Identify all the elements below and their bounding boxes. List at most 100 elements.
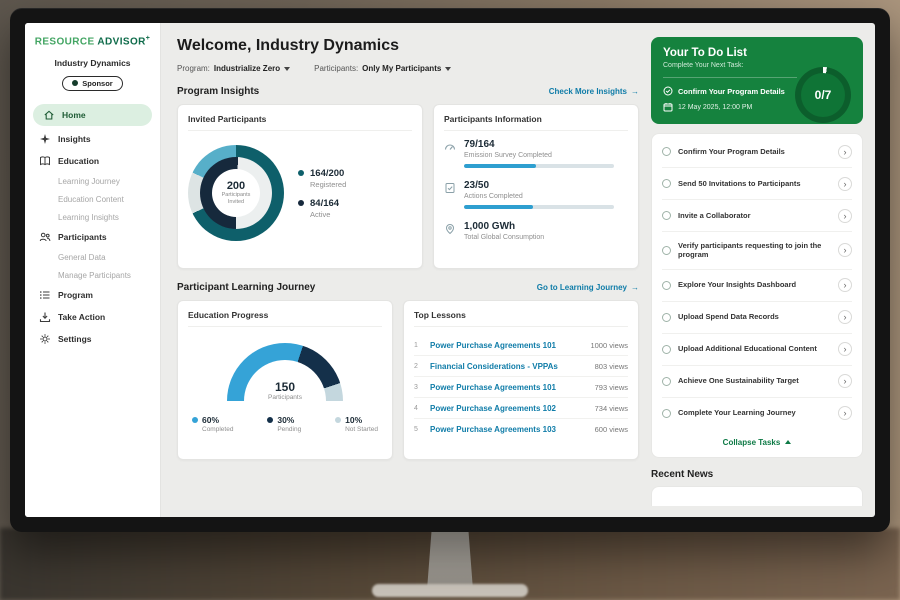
stat-emission-survey: 79/164 Emission Survey Completed — [444, 139, 628, 168]
sponsor-dot-icon — [72, 80, 79, 87]
task-confirm-program-details[interactable]: Confirm Your Program Details › — [662, 136, 852, 168]
task-upload-educational-content[interactable]: Upload Additional Educational Content › — [662, 334, 852, 366]
lesson-rank: 4 — [414, 404, 418, 412]
chevron-right-icon[interactable]: › — [838, 374, 852, 388]
task-upload-spend-data[interactable]: Upload Spend Data Records › — [662, 302, 852, 334]
link-label: Check More Insights — [548, 87, 627, 96]
legend-dot — [192, 417, 198, 423]
checkbox-icon[interactable] — [662, 211, 671, 220]
sidebar-item-manage-participants[interactable]: Manage Participants — [58, 270, 131, 280]
checkbox-icon[interactable] — [662, 408, 671, 418]
legend-dot — [298, 169, 304, 176]
sidebar-item-program[interactable]: Program — [25, 284, 160, 306]
home-icon — [43, 109, 55, 121]
lesson-title[interactable]: Power Purchase Agreements 101 — [430, 382, 556, 392]
sidebar-item-learning-insights[interactable]: Learning Insights — [58, 212, 119, 222]
checkbox-icon[interactable] — [662, 245, 671, 255]
chevron-right-icon[interactable]: › — [838, 342, 852, 356]
task-invite-collaborator[interactable]: Invite a Collaborator › — [662, 200, 852, 232]
lesson-views: 1000 views — [590, 340, 628, 350]
stat-actions-completed: 23/50 Actions Completed — [444, 180, 628, 209]
chevron-right-icon[interactable]: › — [838, 243, 852, 258]
lesson-row[interactable]: 1 Power Purchase Agreements 101 1000 vie… — [414, 335, 628, 356]
sidebar-item-education[interactable]: Education — [25, 150, 160, 172]
check-more-insights-link[interactable]: Check More Insights → — [549, 87, 639, 96]
chevron-right-icon[interactable]: › — [838, 144, 852, 159]
participants-icon — [39, 231, 51, 243]
checkbox-icon[interactable] — [662, 376, 671, 386]
lesson-row[interactable]: 4 Power Purchase Agreements 102 734 view… — [414, 398, 628, 419]
sidebar-item-insights[interactable]: Insights — [25, 128, 160, 150]
arrow-right-icon: → — [631, 283, 639, 292]
sponsor-badge[interactable]: Sponsor — [62, 75, 123, 91]
lesson-title[interactable]: Power Purchase Agreements 101 — [430, 340, 556, 350]
task-send-invitations[interactable]: Send 50 Invitations to Participants › — [662, 168, 852, 200]
sidebar-item-home[interactable]: Home — [33, 104, 152, 127]
task-label: Complete Your Learning Journey — [678, 408, 796, 418]
chevron-right-icon[interactable]: › — [838, 406, 852, 420]
task-label: Verify participants requesting to join t… — [678, 240, 822, 260]
task-explore-insights[interactable]: Explore Your Insights Dashboard › — [662, 270, 852, 302]
app-logo[interactable]: RESOURCE ADVISOR+ — [25, 35, 160, 47]
task-achieve-sustainability-target[interactable]: Achieve One Sustainability Target › — [662, 366, 852, 398]
arrow-right-icon: → — [631, 87, 639, 96]
insights-icon — [39, 133, 51, 145]
sidebar-item-label: Program — [58, 290, 93, 301]
lesson-rank: 1 — [414, 341, 418, 349]
lesson-views: 600 views — [594, 424, 628, 434]
sidebar-item-participants[interactable]: Participants — [25, 226, 160, 248]
lesson-views: 734 views — [594, 403, 628, 413]
collapse-label: Collapse Tasks — [722, 437, 781, 447]
program-select-label: Program: — [177, 64, 210, 73]
task-verify-participants[interactable]: Verify participants requesting to join t… — [662, 232, 852, 270]
sidebar-item-settings[interactable]: Settings — [25, 328, 160, 350]
task-label: Achieve One Sustainability Target — [678, 376, 799, 386]
chevron-right-icon[interactable]: › — [838, 310, 852, 324]
participants-select[interactable]: Participants: Only My Participants — [314, 64, 452, 73]
task-complete-learning-journey[interactable]: Complete Your Learning Journey › — [662, 398, 852, 429]
chevron-right-icon[interactable]: › — [838, 278, 852, 292]
legend-dot — [267, 417, 274, 423]
actions-progress-bar — [464, 205, 614, 209]
legend-value: 60% — [202, 415, 220, 425]
learning-journey-heading: Participant Learning Journey — [177, 282, 316, 293]
todo-next-task[interactable]: Confirm Your Program Details — [663, 77, 797, 96]
sidebar-item-learning-journey[interactable]: Learning Journey — [58, 176, 120, 186]
checkbox-icon[interactable] — [662, 280, 671, 290]
task-label: Upload Additional Educational Content — [678, 344, 817, 354]
take-action-icon — [39, 311, 51, 323]
sidebar-item-general-data[interactable]: General Data — [58, 252, 106, 262]
sidebar-item-take-action[interactable]: Take Action — [25, 306, 160, 328]
legend-item-pending: 30% Pending — [267, 415, 301, 433]
chevron-right-icon[interactable]: › — [838, 176, 852, 191]
todo-progress-value: 0/7 — [801, 73, 845, 117]
sidebar-item-label: Settings — [58, 334, 92, 345]
todo-progress-ring: 0/7 — [795, 67, 851, 123]
checkbox-icon[interactable] — [662, 147, 671, 156]
todo-time-label: 12 May 2025, 12:00 PM — [678, 103, 753, 111]
lesson-title[interactable]: Power Purchase Agreements 103 — [430, 424, 556, 434]
lesson-title[interactable]: Power Purchase Agreements 102 — [430, 403, 556, 413]
lesson-row[interactable]: 2 Financial Considerations - VPPAs 803 v… — [414, 356, 628, 377]
go-to-learning-journey-link[interactable]: Go to Learning Journey → — [537, 283, 639, 292]
chevron-right-icon[interactable]: › — [838, 208, 852, 223]
lesson-title[interactable]: Financial Considerations - VPPAs — [430, 361, 558, 371]
stat-value: 79/164 — [464, 139, 495, 150]
legend-label: Not Started — [345, 426, 378, 433]
task-label: Explore Your Insights Dashboard — [678, 280, 797, 290]
sidebar-item-label: Participants — [58, 232, 107, 243]
monitor-stand-base — [372, 584, 528, 597]
stat-label: Actions Completed — [464, 193, 523, 200]
lesson-row[interactable]: 3 Power Purchase Agreements 101 793 view… — [414, 377, 628, 398]
sidebar-item-education-content[interactable]: Education Content — [58, 194, 124, 204]
checkbox-icon[interactable] — [662, 344, 671, 354]
checkbox-icon[interactable] — [662, 312, 671, 322]
checkbox-icon[interactable] — [662, 179, 671, 188]
program-select[interactable]: Program: Industrialize Zero — [177, 64, 291, 73]
stat-label: Emission Survey Completed — [464, 152, 552, 159]
todo-panel: Your To Do List Complete Your Next Task:… — [651, 23, 875, 517]
education-progress-card: Education Progress 150 Participants 60% — [177, 300, 393, 460]
lesson-row[interactable]: 5 Power Purchase Agreements 103 600 view… — [414, 419, 628, 439]
filter-bar: Program: Industrialize Zero Participants… — [177, 64, 639, 73]
collapse-tasks-button[interactable]: Collapse Tasks — [662, 429, 852, 455]
